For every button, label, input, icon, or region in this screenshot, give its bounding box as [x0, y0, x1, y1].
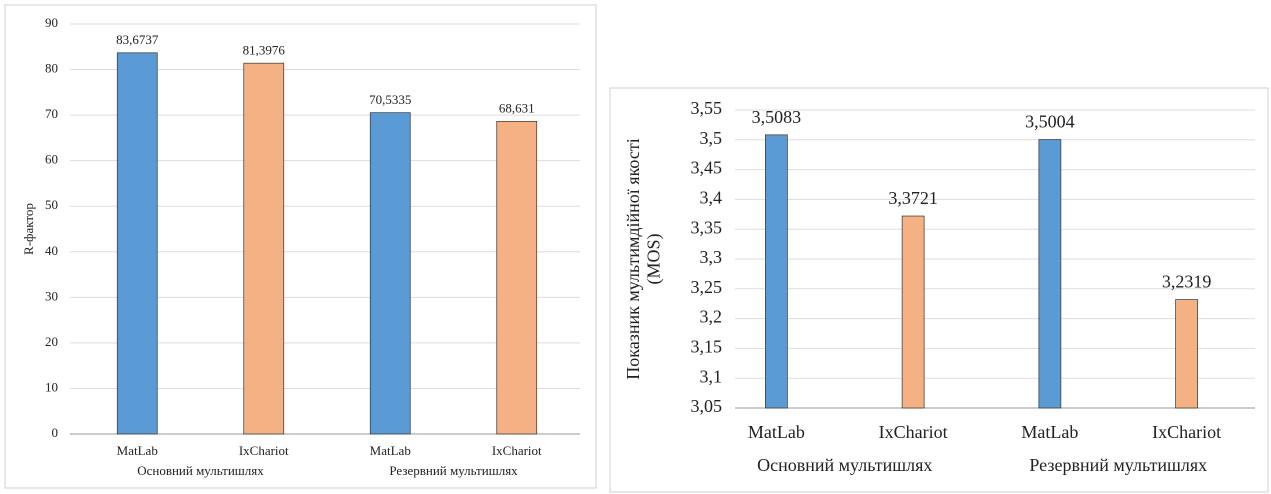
group-label: Резервний мультишлях	[1029, 455, 1207, 475]
y-tick-label: 20	[45, 334, 58, 349]
value-label: 3,3721	[888, 188, 938, 208]
chart-frame	[609, 87, 1269, 493]
bar	[116, 52, 158, 435]
x-tick-label: IxChariot	[239, 443, 289, 458]
y-tick-label: 3,55	[691, 98, 723, 118]
bar	[243, 62, 285, 435]
y-tick-label: 3,35	[691, 217, 723, 237]
x-tick-label: IxChariot	[1152, 422, 1221, 442]
chart-frame	[4, 4, 597, 489]
bar	[765, 134, 788, 409]
y-tick-label: 3,25	[691, 277, 723, 297]
y-tick-label: 3,05	[691, 396, 723, 416]
y-tick-label: 40	[45, 243, 58, 258]
group-label: Основний мультишлях	[757, 455, 932, 475]
value-label: 68,631	[499, 101, 535, 116]
y-tick-label: 90	[45, 15, 58, 30]
x-tick-label: MatLab	[370, 443, 411, 458]
y-tick-label: 3,15	[691, 337, 723, 357]
group-label: Основний мультишлях	[137, 463, 264, 478]
y-tick-label: 30	[45, 288, 58, 303]
y-tick-label: 0	[52, 425, 59, 440]
value-label: 3,2319	[1162, 272, 1212, 292]
y-tick-label: 3,2	[700, 307, 723, 327]
y-tick-label: 3,5	[700, 128, 723, 148]
x-tick-label: MatLab	[117, 443, 158, 458]
value-label: 81,3976	[243, 42, 286, 57]
group-label: Резервний мультишлях	[389, 463, 518, 478]
y-tick-label: 3,1	[700, 366, 723, 386]
x-tick-label: IxChariot	[492, 443, 542, 458]
value-label: 3,5004	[1025, 111, 1075, 131]
value-label: 70,5335	[369, 92, 411, 107]
y-axis-label: (MOS)	[643, 233, 664, 284]
y-tick-label: 10	[45, 379, 58, 394]
bar	[1038, 139, 1062, 409]
x-tick-label: MatLab	[748, 422, 805, 442]
value-label: 83,6737	[116, 32, 159, 47]
y-tick-label: 3,3	[700, 247, 723, 267]
y-axis-label: R-фактор	[21, 203, 36, 255]
y-axis-label: Показник мультимдійної якості	[623, 138, 643, 379]
y-tick-label: 50	[45, 197, 58, 212]
bar	[496, 120, 538, 435]
y-tick-label: 70	[45, 106, 58, 121]
value-label: 3,5083	[752, 107, 802, 127]
bar	[901, 215, 925, 409]
y-tick-label: 80	[45, 61, 58, 76]
y-tick-label: 60	[45, 152, 58, 167]
y-tick-label: 3,45	[691, 158, 723, 178]
x-tick-label: IxChariot	[879, 422, 948, 442]
y-tick-label: 3,4	[700, 188, 723, 208]
bar	[369, 112, 411, 435]
bar	[1175, 299, 1198, 409]
x-tick-label: MatLab	[1021, 422, 1078, 442]
